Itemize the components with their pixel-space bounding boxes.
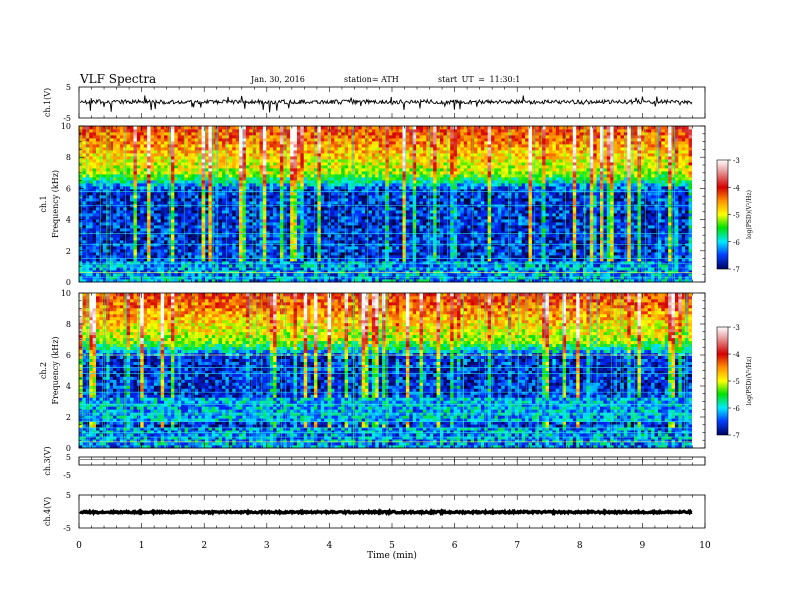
colorbar-tick-label: -6 xyxy=(733,405,740,413)
x-tick-label: 0 xyxy=(76,541,82,551)
y-axis-label: ch.4(V) xyxy=(43,497,52,526)
y-tick-label: 0 xyxy=(66,444,71,453)
x-tick-label: 5 xyxy=(389,541,395,551)
y-axis-label: ch.3(V) xyxy=(43,446,52,475)
colorbar xyxy=(716,159,729,270)
waveform-traces xyxy=(79,95,693,517)
y-tick-label: 5 xyxy=(66,83,71,92)
colorbar-tick-label: -6 xyxy=(733,239,740,247)
x-axis-label: Time (min) xyxy=(367,550,417,561)
y-axis-label: ch.2 xyxy=(39,362,48,379)
colorbar-tick-label: -5 xyxy=(733,378,740,386)
y-tick-label: 10 xyxy=(61,289,71,298)
x-tick-label: 7 xyxy=(514,541,520,551)
y-tick-label: 0 xyxy=(66,278,71,287)
y-tick-label: -5 xyxy=(63,114,71,123)
colorbar-tick-label: -4 xyxy=(733,351,740,359)
colorbar-label: log(PSD)(V²/Hz) xyxy=(746,190,753,239)
y-tick-label: 10 xyxy=(61,122,71,131)
date-label: Jan. 30, 2016 xyxy=(251,75,305,84)
x-tick-label: 1 xyxy=(139,541,145,551)
y-axis-label: ch.1(V) xyxy=(43,88,52,117)
ch1-waveform-trace xyxy=(79,95,693,113)
y-tick-label: 4 xyxy=(66,382,71,391)
y-tick-label: 8 xyxy=(66,320,71,329)
ch4-waveform-trace xyxy=(79,507,693,517)
y-tick-label: 4 xyxy=(66,216,71,225)
panel-frames xyxy=(78,86,706,529)
colorbar-tick-label: -7 xyxy=(733,266,740,274)
ch1-spectrogram xyxy=(79,126,705,283)
y-tick-label: 5 xyxy=(66,453,71,462)
colorbar-tick-label: -3 xyxy=(733,157,740,165)
ch2-spectrogram xyxy=(78,293,705,449)
x-tick-label: 8 xyxy=(577,541,583,551)
x-tick-label: 6 xyxy=(452,541,458,551)
y-tick-label: 5 xyxy=(66,491,71,500)
x-tick-label: 4 xyxy=(327,541,333,551)
y-tick-label: -5 xyxy=(63,471,71,480)
chart-title: VLF Spectra xyxy=(80,72,157,86)
colorbar-tick-label: -4 xyxy=(733,184,740,192)
colorbar-tick-label: -7 xyxy=(733,432,740,440)
x-tick-label: 9 xyxy=(640,541,646,551)
y-axis-label: Frequency (kHz) xyxy=(51,170,60,238)
y-tick-label: 6 xyxy=(66,184,71,193)
colorbar-label: log(PSD)(V²/Hz) xyxy=(746,357,753,406)
y-tick-label: 2 xyxy=(66,247,71,256)
y-tick-label: 8 xyxy=(66,153,71,162)
x-tick-label: 3 xyxy=(264,541,270,551)
y-tick-label: 6 xyxy=(66,351,71,360)
start-time-label: start UT = 11:30:1 xyxy=(438,75,521,84)
axis-labels: 5-5ch.1(V)5ch.3(V)5-5ch.4(V)-50246810ch.… xyxy=(39,83,753,561)
x-tick-label: 10 xyxy=(699,541,711,551)
x-tick-label: 2 xyxy=(201,541,207,551)
colorbar xyxy=(716,326,729,436)
y-axis-label: ch.1 xyxy=(39,195,48,212)
y-tick-label: -5 xyxy=(63,524,71,533)
y-tick-label: 2 xyxy=(66,413,71,422)
y-axis-label: Frequency (kHz) xyxy=(51,336,60,404)
colorbar-tick-label: -5 xyxy=(733,212,740,220)
station-label: station= ATH xyxy=(344,75,399,84)
colorbar-tick-label: -3 xyxy=(733,324,740,332)
